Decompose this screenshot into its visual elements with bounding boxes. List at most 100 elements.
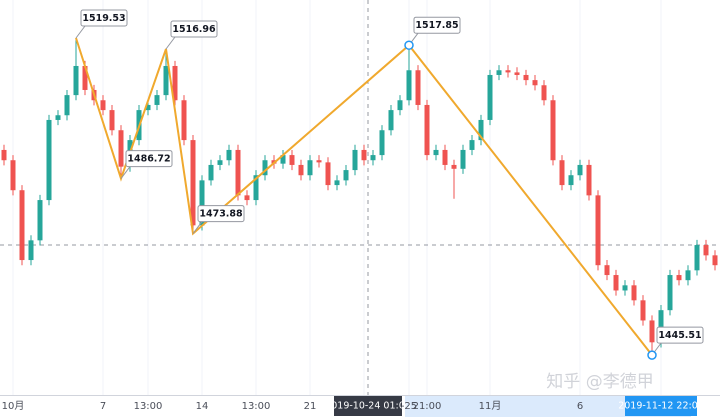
zigzag-label: 1473.88 — [199, 209, 243, 220]
candle-body — [190, 140, 196, 226]
candle-body — [181, 100, 187, 141]
x-tick-label: 11月 — [479, 400, 502, 412]
candle-body — [1, 149, 7, 161]
zigzag-label-box — [170, 20, 218, 38]
candle-body — [460, 149, 466, 169]
candle-body — [208, 164, 214, 181]
candle-body — [163, 65, 169, 96]
candle-body — [73, 65, 79, 96]
candle-body — [649, 320, 655, 343]
x-tick-label: 2019-10-24 01:00 — [325, 401, 411, 412]
candle-body — [307, 160, 313, 176]
candle-body — [325, 162, 331, 186]
candle-body — [604, 265, 610, 276]
candle-body — [442, 149, 448, 165]
candle-body — [172, 65, 178, 101]
candle-body — [19, 190, 25, 261]
candle-body — [262, 160, 268, 176]
candle-body — [433, 149, 439, 156]
candle-body — [568, 175, 574, 186]
candle-body — [100, 100, 106, 111]
selected-label-box — [625, 396, 697, 416]
candle-body — [289, 155, 295, 165]
candle-body — [550, 100, 556, 161]
zigzag-label-box — [656, 326, 704, 344]
candle-body — [334, 180, 340, 186]
candle-body — [10, 160, 16, 191]
candle-body — [586, 164, 592, 196]
zigzag-handle — [404, 40, 414, 50]
zigzag-label-box — [197, 205, 245, 223]
candle-body — [235, 149, 241, 196]
candle-body — [82, 65, 88, 90]
zigzag-label-box — [413, 16, 461, 34]
candle-body — [55, 115, 61, 120]
candle-body — [118, 130, 124, 167]
zigzag-label-pointer — [165, 36, 176, 50]
candle-body — [703, 245, 709, 256]
candle-body — [316, 160, 322, 163]
candle-body — [46, 119, 52, 201]
x-tick-label: 13:00 — [134, 401, 163, 412]
candle-body — [685, 270, 691, 281]
candle-body — [478, 119, 484, 141]
candle-body — [298, 164, 304, 176]
candle-body — [154, 95, 160, 105]
x-tick-label: 6 — [577, 401, 583, 412]
candle-body — [226, 149, 232, 161]
zigzag-label: 1486.72 — [127, 154, 170, 165]
candle-body — [523, 74, 529, 81]
candle-body — [145, 104, 151, 111]
candle-body — [28, 240, 34, 261]
zigzag-label-pointer — [120, 166, 131, 179]
candle-body — [469, 140, 475, 150]
candle-body — [370, 155, 376, 161]
x-axis: 10月 7 13:00 14 13:00 21 2019-10-24 01:00-2521:… — [2, 396, 704, 417]
candle-body — [379, 130, 385, 156]
zigzag-label: 1516.96 — [172, 24, 216, 35]
watermark: 知乎 @李德甲 — [546, 372, 653, 392]
x-tick-label: -25 — [401, 401, 417, 412]
candle-body — [64, 95, 70, 116]
zigzag-handle — [647, 350, 657, 360]
candle-body — [361, 149, 367, 161]
candle-body — [424, 104, 430, 156]
zigzag-line — [75, 37, 653, 356]
crosshair-label-box — [334, 396, 402, 416]
candle-body — [541, 85, 547, 101]
x-tick-label: 7 — [100, 401, 106, 412]
x-tick-label: 2019-11-12 22:00 — [618, 401, 704, 412]
zigzag-label: 1519.53 — [82, 13, 125, 24]
candle-body — [352, 149, 358, 171]
candle-body — [487, 74, 493, 120]
candle-body — [388, 110, 394, 131]
candle-body — [343, 170, 349, 181]
zigzag-label-pointer — [75, 25, 86, 39]
candle-body — [280, 155, 286, 164]
candle-body — [199, 180, 205, 226]
candle-body — [406, 70, 412, 101]
x-tick-label: 21 — [304, 401, 317, 412]
candle-body — [640, 300, 646, 321]
candle-body — [505, 70, 511, 73]
zigzag-label: 1445.51 — [658, 330, 701, 341]
candle-body — [577, 164, 583, 176]
zigzag-label-box — [125, 150, 173, 168]
candle-body — [514, 72, 520, 75]
candle-body — [694, 245, 700, 271]
candle-body — [613, 275, 619, 291]
candle-body — [217, 160, 223, 165]
candle-body — [532, 80, 538, 86]
candle-body — [622, 285, 628, 291]
candle-body — [667, 275, 673, 311]
candle-body — [109, 110, 115, 131]
x-tick-label: 21:00 — [413, 401, 442, 412]
candle-body — [451, 164, 457, 169]
candle-body — [631, 285, 637, 301]
candle-body — [244, 195, 250, 201]
candle-body — [595, 195, 601, 266]
candle-body — [712, 255, 718, 266]
candle-body — [397, 100, 403, 111]
